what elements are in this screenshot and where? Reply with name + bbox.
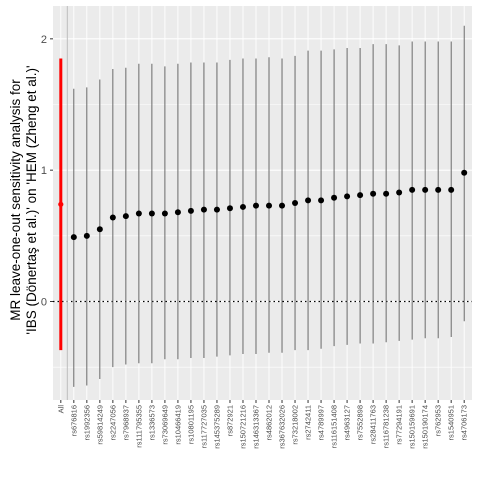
x-tick-label: rs59814249 <box>95 405 104 445</box>
point-rs150721216 <box>239 203 246 210</box>
y-tick-label: 2 <box>41 34 47 46</box>
point-rs1336573 <box>148 210 155 217</box>
x-tick-label: rs73069649 <box>160 405 169 445</box>
x-axis-ticks: All rs676816 rs1992356 rs59814249 rs2247056 r… <box>56 400 469 449</box>
x-tick-label: rs146313367 <box>251 405 260 449</box>
x-tick-label: rs1540951 <box>447 405 456 440</box>
point-rs1540951 <box>448 186 455 193</box>
x-tick-label: rs145375289 <box>212 405 221 449</box>
x-tick-label: rs150721216 <box>238 405 247 449</box>
x-tick-label: rs10801195 <box>186 405 195 444</box>
point-rs4963127 <box>344 193 351 200</box>
point-rs73218002 <box>292 200 299 206</box>
point-rs150159691 <box>409 186 416 193</box>
point-rs10801195 <box>187 207 194 214</box>
x-tick-label: rs872921 <box>225 405 234 436</box>
x-tick-label: rs4862012 <box>265 405 274 440</box>
x-tick-label: rs10466419 <box>173 405 182 445</box>
y-axis-label: MR leave-one-out sensitivity analysis fo… <box>8 65 39 334</box>
point-rs7968937 <box>122 213 129 220</box>
x-tick-label: rs116151408 <box>330 405 339 448</box>
x-tick-label: rs28411763 <box>369 405 378 444</box>
x-tick-label: rs4789997 <box>317 405 326 440</box>
plot-panel <box>53 6 472 400</box>
point-rs367632026 <box>279 202 286 209</box>
point-rs762953 <box>435 186 442 193</box>
x-tick-label: rs367632026 <box>278 405 287 449</box>
x-tick-label: rs2742411 <box>304 405 313 440</box>
point-All <box>58 201 64 207</box>
x-tick-label: rs4706173 <box>460 405 469 440</box>
x-tick-label: rs150190174 <box>421 405 430 449</box>
point-rs2247056 <box>109 214 116 221</box>
x-tick-label: rs73218002 <box>291 405 300 445</box>
point-rs7552898 <box>357 192 364 199</box>
x-tick-label: rs111795355 <box>134 405 143 448</box>
point-rs116151408 <box>331 194 338 201</box>
y-axis-ticks: 0 1 2 <box>41 34 53 309</box>
point-rs73069649 <box>161 210 168 217</box>
x-tick-label: rs77294191 <box>395 405 404 445</box>
x-tick-label: All <box>56 405 65 414</box>
point-rs28411763 <box>370 190 377 197</box>
x-tick-label: rs116781238 <box>382 405 391 448</box>
x-tick-label: rs4963127 <box>343 405 352 440</box>
x-tick-label: rs762953 <box>434 405 443 436</box>
point-rs872921 <box>226 205 233 212</box>
point-rs77294191 <box>396 189 403 196</box>
x-tick-label: rs2247056 <box>108 405 117 440</box>
point-rs1992356 <box>83 232 90 239</box>
point-rs4789997 <box>318 197 325 204</box>
y-axis-label-line-1: MR leave-one-out sensitivity analysis fo… <box>8 79 23 321</box>
x-tick-label: rs150159691 <box>408 405 417 449</box>
point-rs676816 <box>70 234 77 241</box>
point-rs146313367 <box>252 202 259 209</box>
point-rs59814249 <box>96 226 103 233</box>
minor-gridlines <box>53 104 472 368</box>
x-tick-label: rs1992356 <box>82 405 91 440</box>
y-axis-label-line-2: 'IBS (Dönertaş et al.)' on 'HEM (Zheng e… <box>24 65 39 334</box>
point-rs116781238 <box>383 190 390 197</box>
point-rs145375289 <box>213 206 220 213</box>
x-tick-label: rs1336573 <box>147 405 156 440</box>
y-tick-label: 0 <box>41 297 47 309</box>
x-tick-label: rs117727035 <box>199 405 208 448</box>
estimate-points <box>58 169 468 241</box>
point-rs4862012 <box>266 202 273 209</box>
point-rs150190174 <box>422 186 429 193</box>
point-rs117727035 <box>200 206 207 213</box>
point-rs10466419 <box>174 209 181 216</box>
point-rs2742411 <box>305 197 312 204</box>
x-tick-label: rs676816 <box>69 405 78 436</box>
x-tick-label: rs7552898 <box>356 405 365 440</box>
y-tick-label: 1 <box>41 165 47 177</box>
point-rs4706173 <box>461 169 468 176</box>
point-rs111795355 <box>135 210 142 217</box>
x-tick-label: rs7968937 <box>121 405 130 440</box>
